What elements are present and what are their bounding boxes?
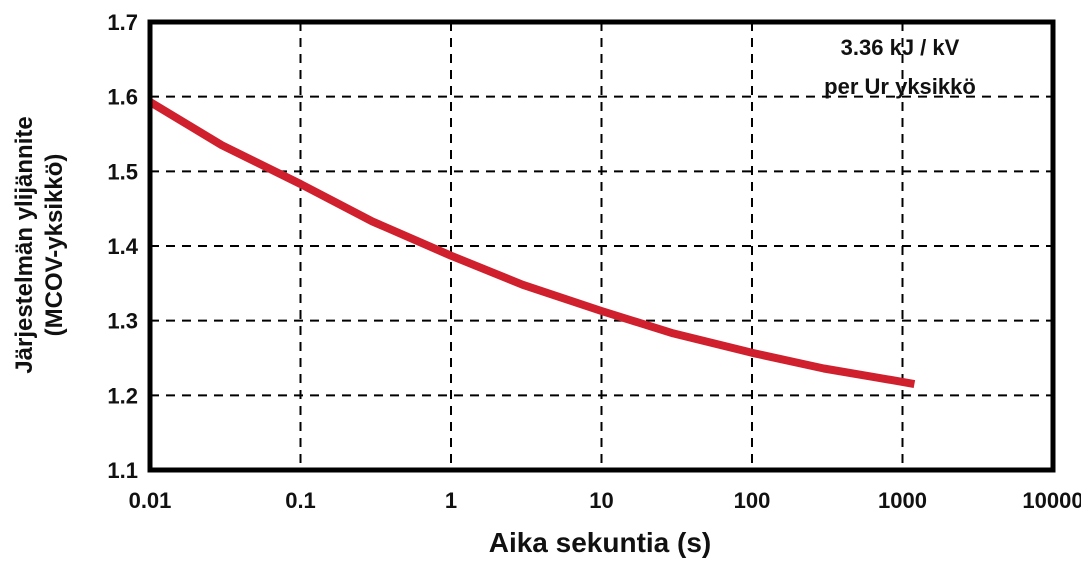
- series-line: [147, 98, 916, 389]
- y-tick-labels: 1.1 1.2 1.3 1.4 1.5 1.6 1.7: [107, 10, 138, 483]
- x-tick-label: 0.1: [285, 488, 316, 513]
- x-tick-labels: 0.01 0.1 1 10 100 1000 10000: [129, 488, 1081, 513]
- annotation-line-1: 3.36 kJ / kV: [841, 35, 960, 60]
- plot-frame: [147, 19, 1056, 473]
- y-tick-label: 1.1: [107, 458, 138, 483]
- x-tick-label: 10: [589, 488, 613, 513]
- grid-lines: [150, 22, 1053, 470]
- annotation-line-2: per Ur yksikkö: [824, 74, 976, 99]
- y-tick-label: 1.6: [107, 85, 138, 110]
- y-tick-label: 1.5: [107, 159, 138, 184]
- y-axis-title-line-2: (MCOV-yksikkö): [41, 154, 68, 337]
- y-tick-label: 1.7: [107, 10, 138, 35]
- y-tick-label: 1.3: [107, 309, 138, 334]
- x-tick-label: 10000: [1022, 488, 1081, 513]
- x-tick-label: 0.01: [129, 488, 172, 513]
- y-axis-title-line-1: Järjestelmän ylijännite: [11, 116, 38, 373]
- x-tick-label: 1000: [878, 488, 927, 513]
- series-layer: [147, 98, 916, 389]
- x-tick-label: 100: [734, 488, 771, 513]
- y-axis-title: Järjestelmän ylijännite (MCOV-yksikkö): [11, 116, 68, 373]
- y-tick-label: 1.4: [107, 234, 138, 259]
- x-axis-title: Aika sekuntia (s): [489, 527, 712, 558]
- x-tick-label: 1: [445, 488, 457, 513]
- y-tick-label: 1.2: [107, 383, 138, 408]
